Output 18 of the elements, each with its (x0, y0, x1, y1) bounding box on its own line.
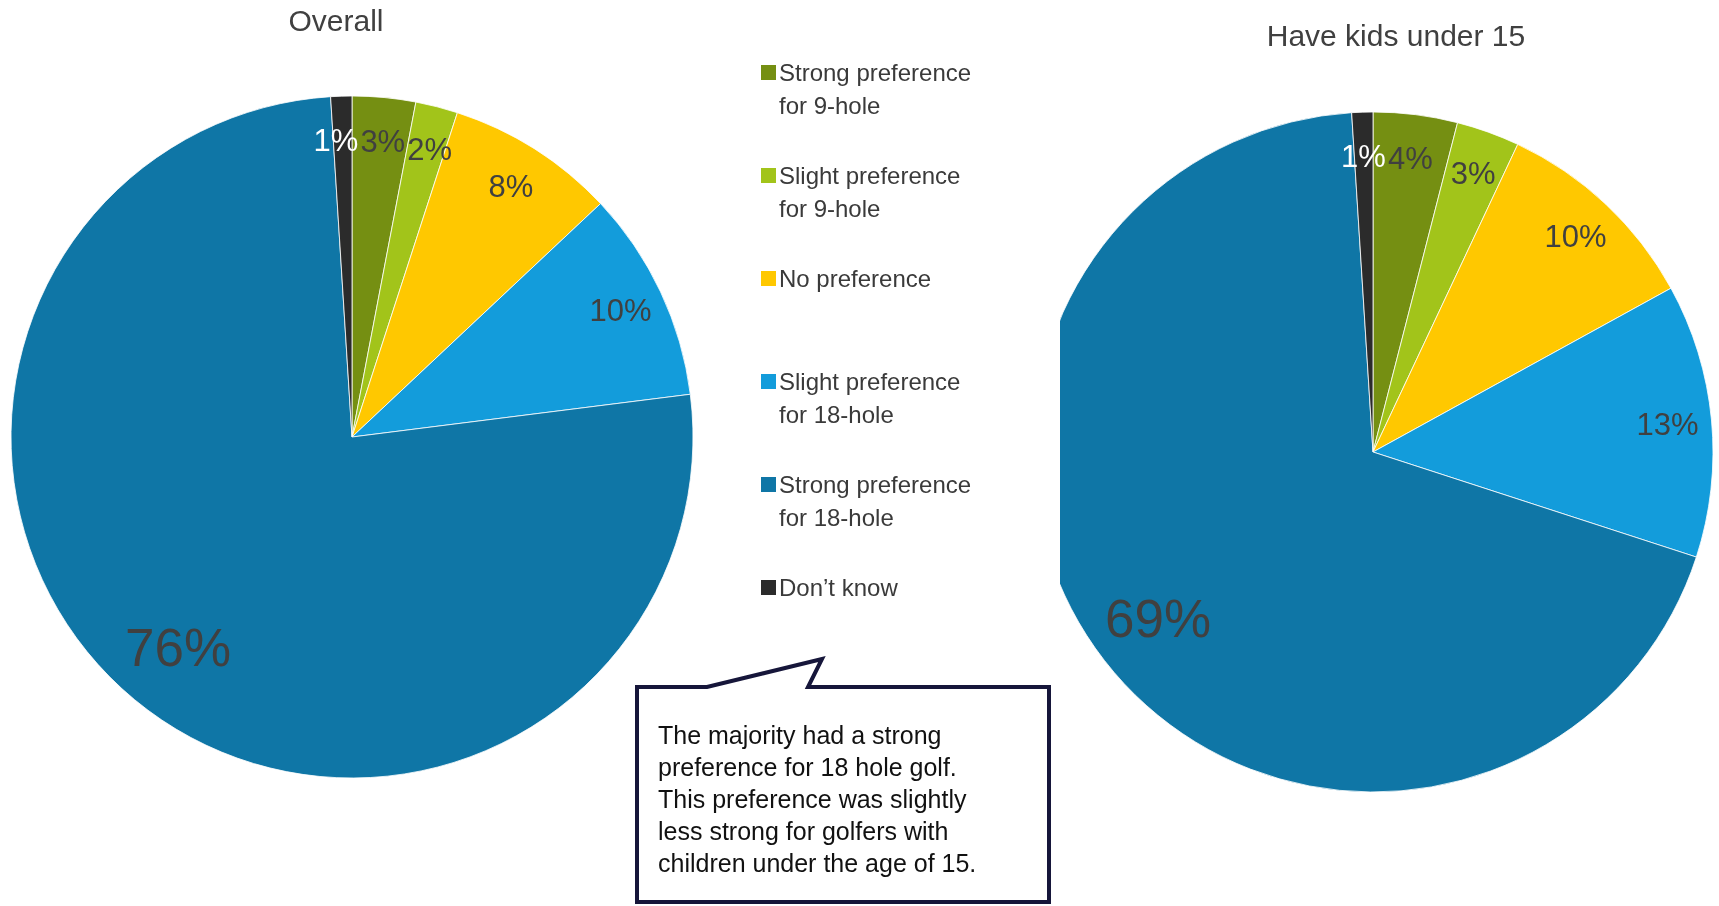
legend-label: No preference (778, 264, 933, 294)
legend-label: Slight preference for 9-hole (778, 161, 962, 224)
data-label: 76% (125, 617, 232, 677)
legend-label: Strong preference for 9-hole (778, 58, 973, 121)
data-label: 3% (360, 124, 406, 160)
legend-label: Don’t know (778, 573, 899, 603)
data-label: 13% (1636, 406, 1699, 442)
legend-label: Strong preference for 18-hole (778, 470, 973, 533)
chart-title: Overall (288, 3, 384, 37)
data-label: 69% (1105, 589, 1212, 649)
chart-title: Have kids under 15 (1266, 18, 1526, 52)
text: The majority had a strong preference for 18 hole golf. This preference was slightly less strong for golfers with children under the age of 15. (658, 720, 978, 879)
data-label: 10% (1544, 218, 1607, 254)
legend-label: Slight preference for 18-hole (778, 367, 962, 430)
data-label: 10% (589, 293, 652, 329)
data-label: 4% (1387, 141, 1433, 177)
data-label: 8% (488, 169, 534, 205)
data-label: 3% (1450, 156, 1496, 192)
